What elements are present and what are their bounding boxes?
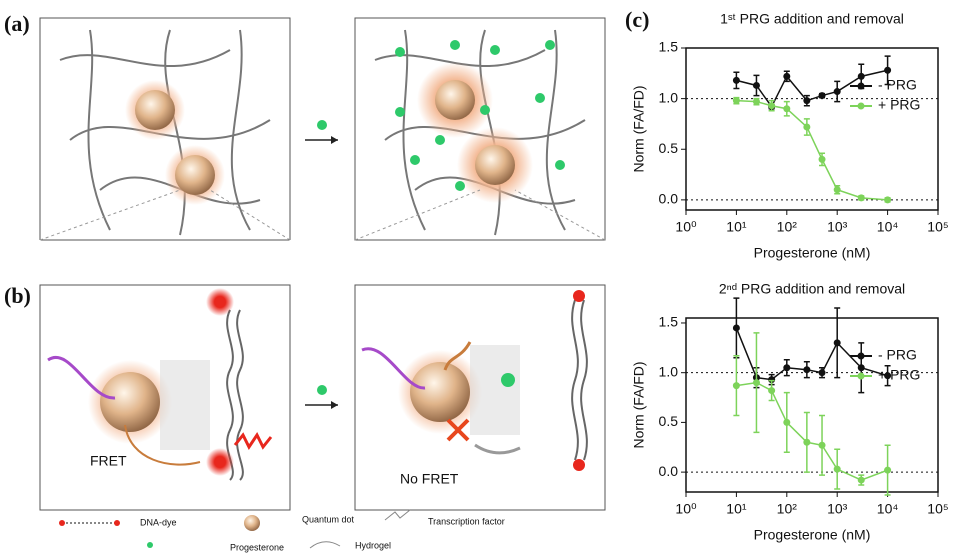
data-point <box>783 73 790 80</box>
y-axis-label: Norm (FA/FD) <box>631 361 647 448</box>
legend-label: - PRG <box>878 347 917 363</box>
plot-frame <box>686 48 938 210</box>
data-point <box>753 98 760 105</box>
legend-text: Progesterone <box>230 542 284 552</box>
y-tick-label: 0.0 <box>659 191 679 207</box>
y-axis-label: Norm (FA/FD) <box>631 85 647 172</box>
y-tick-label: 0.5 <box>659 413 679 429</box>
data-point <box>768 387 775 394</box>
data-point <box>858 364 865 371</box>
x-axis-label: Progesterone (nM) <box>754 527 871 543</box>
legend-text: Hydrogel <box>355 540 391 550</box>
series-line <box>736 383 887 480</box>
data-point <box>803 97 810 104</box>
x-tick-label: 10³ <box>827 219 848 235</box>
y-tick-label: 0.0 <box>659 463 679 479</box>
legend-text: DNA-dye <box>140 517 177 527</box>
chart-title: 1ˢᵗ PRG addition and removal <box>720 11 904 27</box>
fret-diagram: FRET No FRET <box>40 285 605 510</box>
hydrogel-diagram <box>40 18 605 285</box>
panel-label: (a) <box>4 11 30 36</box>
figure: (a) (b) (c) FRET <box>0 0 956 557</box>
x-axis-label: Progesterone (nM) <box>754 245 871 261</box>
x-tick-label: 10⁵ <box>927 501 948 517</box>
x-tick-label: 10⁰ <box>675 501 697 517</box>
x-tick-label: 10⁰ <box>675 219 697 235</box>
data-point <box>819 369 826 376</box>
data-point <box>803 439 810 446</box>
data-point <box>858 194 865 201</box>
x-tick-label: 10⁴ <box>877 501 899 517</box>
x-tick-label: 10¹ <box>726 219 747 235</box>
data-point <box>884 67 891 74</box>
y-tick-label: 1.0 <box>659 363 679 379</box>
series-line <box>736 101 887 200</box>
data-point <box>884 196 891 203</box>
legend-marker <box>858 353 865 360</box>
x-tick-label: 10² <box>777 501 798 517</box>
legend-text: Transcription factor <box>428 516 505 526</box>
y-tick-label: 1.5 <box>659 314 679 330</box>
y-tick-label: 1.0 <box>659 89 679 105</box>
data-point <box>803 123 810 130</box>
data-point <box>819 156 826 163</box>
x-tick-label: 10² <box>777 219 798 235</box>
data-point <box>858 477 865 484</box>
data-point <box>884 467 891 474</box>
data-point <box>803 366 810 373</box>
data-point <box>834 339 841 346</box>
x-tick-label: 10⁵ <box>927 219 948 235</box>
panel-label: (b) <box>4 283 31 308</box>
x-tick-label: 10³ <box>827 501 848 517</box>
data-point <box>834 88 841 95</box>
data-point <box>753 82 760 89</box>
data-point <box>819 442 826 449</box>
y-tick-label: 0.5 <box>659 140 679 156</box>
legend-marker <box>858 373 865 380</box>
data-point <box>858 73 865 80</box>
y-tick-label: 1.5 <box>659 39 679 55</box>
chart-title: 2ⁿᵈ PRG addition and removal <box>719 281 905 297</box>
legend-marker <box>858 83 865 90</box>
data-point <box>834 466 841 473</box>
data-point <box>753 379 760 386</box>
data-point <box>733 324 740 331</box>
legend-label: + PRG <box>878 97 920 113</box>
diagram-legend: DNA-dye Quantum dot Transcription factor… <box>59 510 505 552</box>
fret-label: FRET <box>90 453 127 469</box>
data-point <box>783 364 790 371</box>
data-point <box>768 102 775 109</box>
data-point <box>783 105 790 112</box>
plot-frame <box>686 318 938 492</box>
data-point <box>733 97 740 104</box>
x-tick-label: 10¹ <box>726 501 747 517</box>
panel-label: (c) <box>625 7 649 32</box>
data-point <box>733 382 740 389</box>
data-point <box>834 186 841 193</box>
data-point <box>783 419 790 426</box>
no-fret-label: No FRET <box>400 471 459 487</box>
legend-label: + PRG <box>878 367 920 383</box>
data-point <box>819 92 826 99</box>
legend-label: - PRG <box>878 77 917 93</box>
x-tick-label: 10⁴ <box>877 219 899 235</box>
data-point <box>733 77 740 84</box>
legend-text: Quantum dot <box>302 514 355 524</box>
legend-marker <box>858 103 865 110</box>
series-line <box>736 328 887 380</box>
